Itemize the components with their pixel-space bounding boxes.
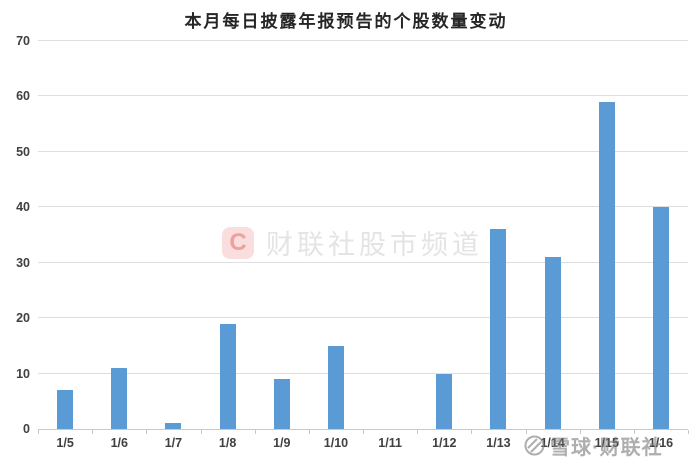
bar-cell-1/8 — [201, 41, 255, 429]
bar-cell-1/5 — [38, 41, 92, 429]
bar-1/16 — [652, 207, 669, 429]
x-tick-label-1/13: 1/13 — [486, 436, 511, 450]
x-axis-tick-mark — [633, 430, 635, 434]
x-axis-tick-mark — [417, 430, 419, 434]
x-axis-tick-mark — [308, 430, 310, 434]
x-axis-tick-mark — [200, 430, 202, 434]
bar-cell-1/11 — [363, 41, 417, 429]
x-axis-ticks — [38, 430, 689, 434]
gridline-10 — [38, 372, 688, 374]
bar-cell-1/7 — [146, 41, 200, 429]
bar-cell-1/9 — [255, 41, 309, 429]
x-tick-label-1/16: 1/16 — [648, 436, 674, 450]
x-tick-label-1/6: 1/6 — [110, 436, 128, 450]
bar-cell-1/6 — [92, 41, 146, 429]
x-axis-tick-mark — [38, 430, 39, 434]
x-axis-tick-mark — [688, 430, 689, 434]
x-tick-label-1/5: 1/5 — [56, 436, 74, 450]
gridline-30 — [38, 261, 688, 263]
y-tick-label-30: 30 — [16, 255, 30, 270]
x-tick-label-1/7: 1/7 — [164, 436, 183, 450]
bar-1/5 — [57, 390, 74, 429]
y-tick-label-20: 20 — [16, 311, 30, 326]
x-axis-tick-mark — [363, 430, 364, 434]
x-axis-tick-mark — [92, 430, 94, 434]
gridline-60 — [38, 95, 688, 97]
bar-1/14 — [544, 257, 561, 429]
bar-cell-1/13 — [471, 41, 525, 429]
bar-cell-1/14 — [526, 41, 580, 429]
bar-cell-1/15 — [580, 41, 634, 429]
x-tick-label-1/14: 1/14 — [540, 436, 565, 450]
bar-1/6 — [111, 368, 128, 429]
plot-area — [38, 40, 688, 430]
x-tick-label-1/11: 1/11 — [378, 436, 402, 450]
bar-cell-1/10 — [309, 41, 363, 429]
x-axis-tick-mark — [146, 430, 148, 434]
y-tick-label-70: 70 — [16, 34, 30, 48]
y-tick-label-40: 40 — [16, 200, 30, 215]
x-axis-tick-mark — [579, 430, 581, 434]
bar-1/9 — [273, 379, 290, 429]
y-tick-label-50: 50 — [16, 144, 30, 159]
x-tick-label-1/8: 1/8 — [218, 436, 237, 450]
gridline-70 — [38, 40, 688, 41]
x-tick-label-1/10: 1/10 — [323, 436, 349, 450]
bar-cell-1/16 — [634, 41, 688, 429]
bar-1/15 — [598, 101, 615, 429]
x-axis-tick-mark — [471, 430, 473, 434]
y-tick-label-10: 10 — [16, 366, 30, 381]
bar-1/8 — [219, 323, 236, 429]
bar-1/12 — [436, 373, 453, 429]
gridline-20 — [38, 317, 688, 319]
y-axis-labels: 0 10 20 30 40 50 60 70 — [0, 34, 30, 436]
bar-1/13 — [490, 229, 507, 429]
bar-cell-1/12 — [417, 41, 471, 429]
x-tick-label-1/9: 1/9 — [273, 436, 291, 450]
x-axis-tick-mark — [254, 430, 256, 434]
bar-1/7 — [165, 423, 182, 429]
bar-1/10 — [327, 345, 344, 429]
gridline-50 — [38, 150, 688, 152]
x-axis-labels: 1/5 1/6 1/7 1/8 1/9 1/10 1/11 1/12 1/13 1/14 1/15 1… — [38, 436, 688, 450]
gridline-40 — [38, 206, 688, 208]
y-tick-label-60: 60 — [16, 89, 30, 104]
x-tick-label-1/12: 1/12 — [432, 436, 457, 450]
x-axis-tick-mark — [525, 430, 527, 434]
chart-title: 本月每日披露年报预告的个股数量变动 — [184, 12, 508, 31]
x-tick-label-1/15: 1/15 — [594, 436, 619, 450]
y-tick-label-0: 0 — [23, 422, 30, 436]
bars-container — [38, 41, 688, 429]
